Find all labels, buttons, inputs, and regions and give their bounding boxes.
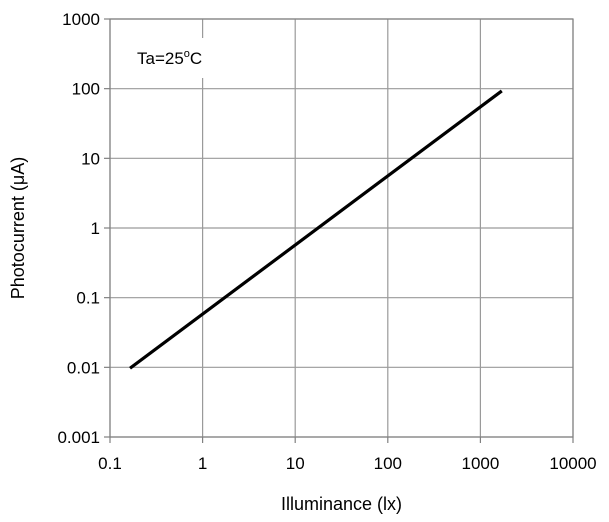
- y-tick-label: 10: [81, 149, 100, 168]
- temperature-annotation: Ta=25oC: [137, 48, 202, 68]
- annotation-degree: o: [184, 48, 190, 60]
- y-tick-label: 1: [91, 219, 100, 238]
- x-tick-label: 0.1: [98, 454, 122, 473]
- series-group: [129, 89, 503, 370]
- x-tick-label: 10000: [549, 454, 596, 473]
- x-tick-label: 10: [286, 454, 305, 473]
- x-axis-title: Illuminance (lx): [281, 494, 402, 514]
- y-tick-label: 0.001: [57, 428, 100, 447]
- grid: [109, 18, 574, 438]
- x-tick-label: 100: [374, 454, 402, 473]
- x-tick-label: 1000: [461, 454, 499, 473]
- series-line: [129, 89, 503, 370]
- y-tick-labels: 0.001 0.01 0.1 1 10 100 1000: [57, 10, 100, 447]
- y-tick-label: 100: [72, 80, 100, 99]
- y-tick-marks: [104, 18, 110, 438]
- x-tick-marks: [109, 437, 574, 443]
- y-tick-label: 0.01: [67, 358, 100, 377]
- annotation-background: [128, 38, 262, 78]
- annotation-suffix: C: [190, 49, 202, 68]
- y-tick-label: 1000: [62, 10, 100, 29]
- annotation-prefix: Ta=25: [137, 49, 184, 68]
- y-tick-label: 0.1: [76, 289, 100, 308]
- x-tick-label: 1: [198, 454, 207, 473]
- y-axis-title: Photocurrent (μA): [8, 157, 28, 299]
- x-tick-labels: 0.1 1 10 100 1000 10000: [98, 454, 596, 473]
